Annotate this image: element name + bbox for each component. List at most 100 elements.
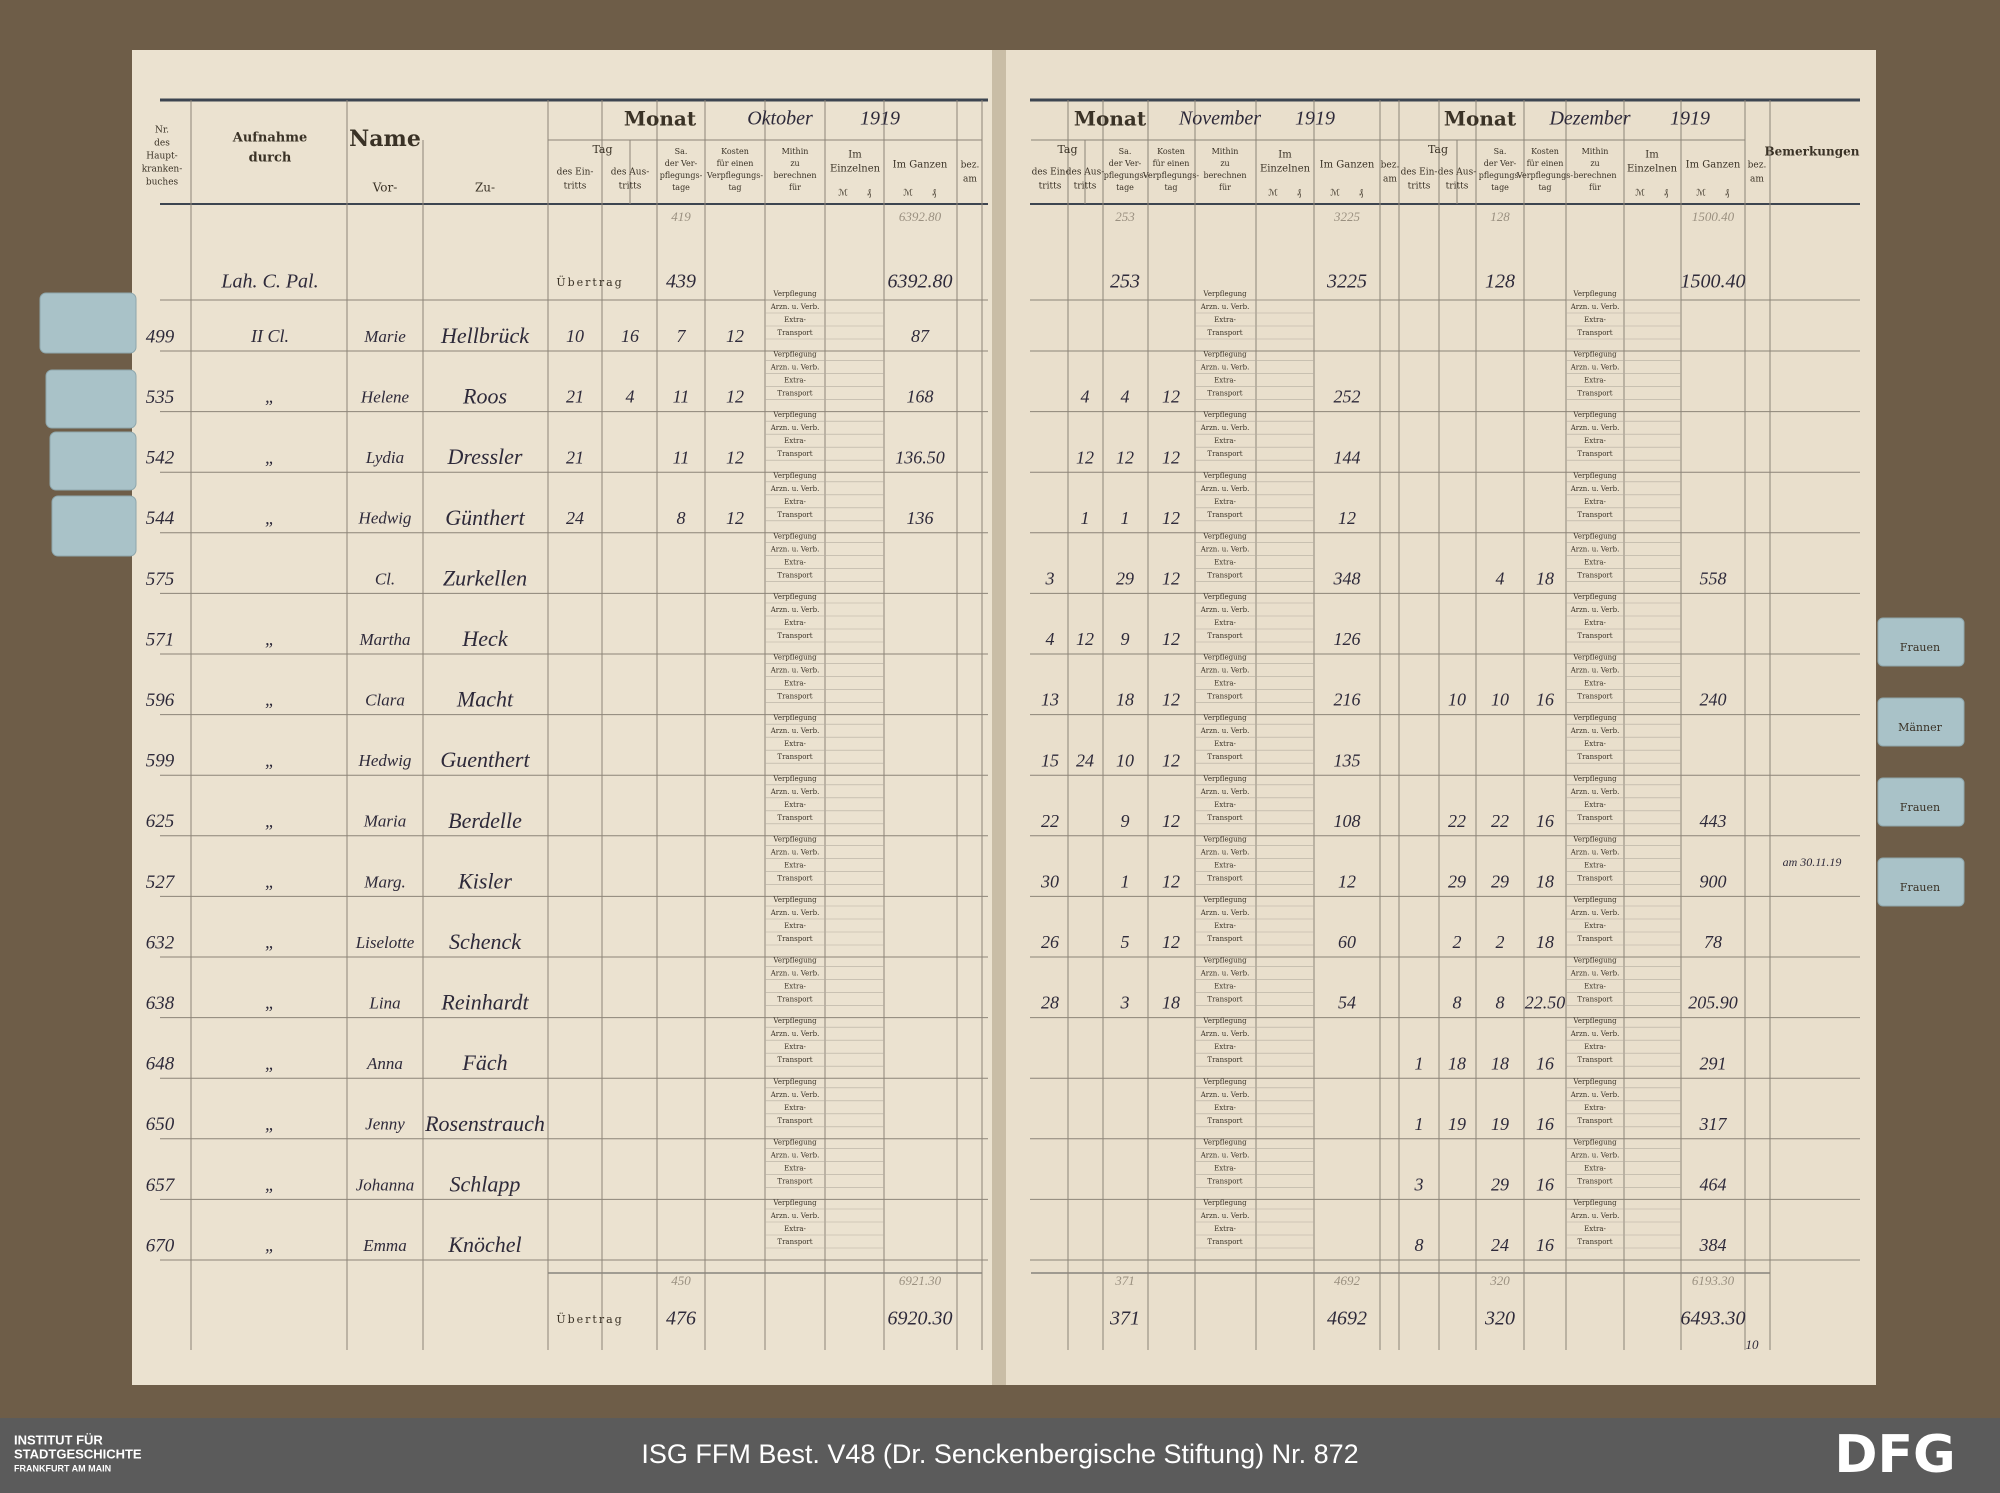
col-mithin: zu xyxy=(1220,159,1229,168)
mithin-line-label: Transport xyxy=(1207,1056,1242,1064)
col-ein: tritts xyxy=(1039,182,1062,192)
mithin-line-label: Verpflegung xyxy=(1572,472,1617,480)
row-value: 136 xyxy=(907,508,934,528)
mithin-line-label: Verpflegung xyxy=(772,775,817,783)
col-tag: Tag xyxy=(1057,143,1077,156)
row-value: 12 xyxy=(1162,387,1180,407)
col-pf: ₰ xyxy=(1725,189,1730,199)
col-mithin: Mithin xyxy=(1212,147,1239,156)
row-value: 1 xyxy=(1121,872,1130,892)
row-value: 12 xyxy=(1162,508,1180,528)
col-ein: tritts xyxy=(1408,182,1431,192)
row-surname: Schlapp xyxy=(450,1171,521,1196)
row-first-name: Cl. xyxy=(375,569,395,588)
mithin-line-label: Arzn. u. Verb. xyxy=(1570,424,1620,432)
carry-over-value: 439 xyxy=(666,271,696,293)
row-value: 22 xyxy=(1491,811,1509,831)
mithin-line-label: Transport xyxy=(777,753,812,761)
mithin-line-label: Transport xyxy=(1207,329,1242,337)
mithin-line-label: Arzn. u. Verb. xyxy=(770,1030,820,1038)
col-kosten: für einen xyxy=(1527,159,1564,168)
col-sa: pflegungs- xyxy=(1479,171,1522,180)
col-mithin: zu xyxy=(790,159,799,168)
row-first-name: Helene xyxy=(360,388,410,407)
row-value: 9 xyxy=(1121,629,1130,649)
row-value: 4 xyxy=(1081,387,1090,407)
mithin-line-label: Transport xyxy=(1207,1117,1242,1125)
row-value: 2 xyxy=(1453,932,1462,952)
mithin-line-label: Arzn. u. Verb. xyxy=(1570,970,1620,978)
mithin-line-label: Verpflegung xyxy=(772,1078,817,1086)
mithin-line-label: Arzn. u. Verb. xyxy=(1200,1151,1250,1159)
mithin-line-label: Verpflegung xyxy=(1572,957,1617,965)
mithin-line-label: Transport xyxy=(1207,1238,1242,1246)
row-value: 144 xyxy=(1334,447,1361,467)
mithin-line-label: Arzn. u. Verb. xyxy=(1200,909,1250,917)
tab xyxy=(1877,857,1965,907)
row-surname: Dressler xyxy=(447,444,523,469)
carry-over-value: 4692 xyxy=(1327,1308,1367,1330)
mithin-line-label: Arzn. u. Verb. xyxy=(770,424,820,432)
mithin-line-label: Transport xyxy=(1577,1238,1612,1246)
carry-over-value: 1500.40 xyxy=(1681,271,1746,293)
row-first-name: Anna xyxy=(366,1054,403,1073)
month-year: 1919 xyxy=(860,108,900,130)
mithin-line-label: Extra- xyxy=(1214,1225,1236,1233)
mithin-line-label: Arzn. u. Verb. xyxy=(770,485,820,493)
mithin-line-label: Extra- xyxy=(784,498,806,506)
mithin-line-label: Arzn. u. Verb. xyxy=(1200,970,1250,978)
row-value: 4 xyxy=(1121,387,1130,407)
row-number: 535 xyxy=(146,387,175,408)
mithin-line-label: Verpflegung xyxy=(772,532,817,540)
mithin-line-label: Extra- xyxy=(1584,619,1606,627)
row-surname: Roos xyxy=(462,384,507,409)
mithin-line-label: Transport xyxy=(777,996,812,1004)
mithin-line-label: Transport xyxy=(1577,874,1612,882)
row-surname: Hellbrück xyxy=(440,323,530,348)
pencil-total: 320 xyxy=(1489,1273,1510,1288)
col-bez: am xyxy=(963,175,977,185)
header-nr: Nr. xyxy=(155,126,169,136)
col-aus: des Aus- xyxy=(611,168,650,178)
col-mithin: berechnen xyxy=(1203,171,1246,180)
tab xyxy=(1877,617,1965,667)
col-mithin: für xyxy=(1219,183,1231,192)
col-mithin: für xyxy=(789,183,801,192)
row-surname: Kisler xyxy=(457,868,512,893)
mithin-line-label: Arzn. u. Verb. xyxy=(1200,606,1250,614)
mithin-line-label: Extra- xyxy=(784,437,806,445)
mithin-line-label: Arzn. u. Verb. xyxy=(1200,364,1250,372)
institute-name: INSTITUT FÜR xyxy=(14,1432,103,1447)
col-kosten: Verpflegungs- xyxy=(1516,171,1573,180)
col-sa: Sa. xyxy=(1494,147,1507,156)
row-value: 15 xyxy=(1041,750,1059,770)
row-value: 384 xyxy=(1699,1235,1727,1255)
mithin-line-label: Transport xyxy=(1577,1177,1612,1185)
row-value: 12 xyxy=(1162,750,1180,770)
row-value: 3 xyxy=(1045,569,1055,589)
row-value: 29 xyxy=(1491,1175,1509,1195)
mithin-line-label: Verpflegung xyxy=(1572,411,1617,419)
mithin-line-label: Arzn. u. Verb. xyxy=(770,303,820,311)
col-kosten: Kosten xyxy=(1157,147,1185,156)
month-name: Dezember xyxy=(1548,108,1630,130)
row-value: 78 xyxy=(1704,932,1722,952)
row-value: 12 xyxy=(1076,629,1094,649)
row-value: 12 xyxy=(726,387,744,407)
row-value: 8 xyxy=(1415,1235,1424,1255)
row-value: 54 xyxy=(1338,993,1356,1013)
mithin-line-label: Transport xyxy=(777,450,812,458)
row-surname: Macht xyxy=(456,687,514,712)
mithin-line-label: Verpflegung xyxy=(772,351,817,359)
row-durch: „ xyxy=(265,750,275,770)
col-mithin: berechnen xyxy=(1573,171,1616,180)
mithin-line-label: Transport xyxy=(1207,935,1242,943)
row-value: 29 xyxy=(1116,569,1134,589)
mithin-line-label: Arzn. u. Verb. xyxy=(770,909,820,917)
col-sa: tage xyxy=(1491,183,1509,192)
mithin-line-label: Extra- xyxy=(784,861,806,869)
col-mark: ℳ xyxy=(1330,189,1340,199)
col-kosten: Verpflegungs- xyxy=(1142,171,1199,180)
col-einzeln: Im xyxy=(848,150,862,161)
